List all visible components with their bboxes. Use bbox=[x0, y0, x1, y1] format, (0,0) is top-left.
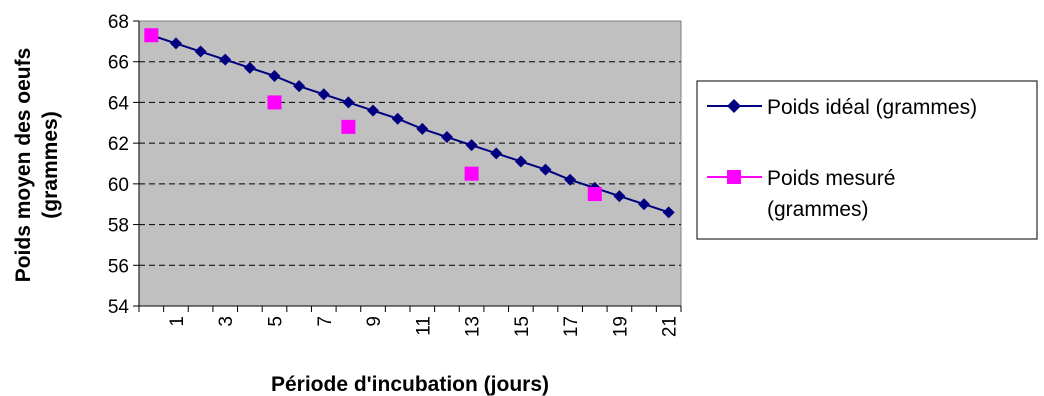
series-ideal-point-4 bbox=[243, 61, 256, 74]
series-ideal-point-9 bbox=[367, 104, 380, 117]
x-tick-label-21: 21 bbox=[660, 316, 681, 337]
x-tick-label-3: 3 bbox=[216, 316, 237, 327]
legend-label-ideal: Poids idéal (grammes) bbox=[767, 96, 977, 119]
series-ideal-point-20 bbox=[638, 198, 651, 211]
series-ideal-point-10 bbox=[391, 112, 404, 125]
axes bbox=[133, 20, 682, 312]
y-tick-label-58: 58 bbox=[108, 216, 129, 237]
y-tick-label-54: 54 bbox=[108, 297, 130, 318]
series-ideal-point-21 bbox=[662, 206, 675, 219]
series-ideal-point-1 bbox=[169, 37, 182, 50]
legend-box bbox=[696, 80, 1038, 240]
series-ideal-point-6 bbox=[293, 80, 306, 93]
series-ideal-point-8 bbox=[342, 96, 355, 109]
y-tick-label-64: 64 bbox=[108, 93, 130, 114]
y-tick-labels: 54 56 58 60 62 64 66 68 bbox=[108, 12, 130, 318]
series-ideal-point-7 bbox=[317, 88, 330, 101]
series-ideal-point-19 bbox=[613, 190, 626, 203]
x-tick-label-1: 1 bbox=[167, 316, 188, 327]
plot-area bbox=[138, 20, 682, 307]
series-mesure-point-5 bbox=[267, 95, 282, 110]
y-tick-label-68: 68 bbox=[108, 12, 129, 33]
y-axis-title-line1: Poids moyen des oeufs bbox=[12, 48, 35, 283]
legend: Poids idéal (grammes) Poids mesuré (gram… bbox=[696, 80, 1038, 240]
x-tick-label-17: 17 bbox=[561, 316, 582, 337]
series-ideal-point-15 bbox=[514, 155, 527, 168]
series-ideal-point-12 bbox=[440, 131, 453, 144]
y-tick-label-56: 56 bbox=[108, 256, 129, 277]
x-tick-label-7: 7 bbox=[315, 316, 336, 327]
x-tick-label-9: 9 bbox=[364, 316, 385, 327]
x-tick-label-5: 5 bbox=[266, 316, 287, 327]
y-axis-title-line2: (grammes) bbox=[39, 111, 62, 218]
series-mesure-point-18 bbox=[587, 187, 602, 202]
series-mesure-point-8 bbox=[341, 119, 356, 134]
series-ideal-line bbox=[151, 34, 669, 214]
y-tick-label-60: 60 bbox=[108, 175, 129, 196]
legend-label-mesure-line1: Poids mesuré bbox=[767, 167, 895, 190]
x-axis-title: Période d'incubation (jours) bbox=[271, 373, 549, 396]
x-tick-label-19: 19 bbox=[610, 316, 631, 337]
series-mesure-point-0 bbox=[144, 28, 159, 43]
series-ideal-point-16 bbox=[539, 163, 552, 176]
y-tick-label-66: 66 bbox=[108, 53, 129, 74]
legend-marker-mesure bbox=[727, 170, 741, 184]
legend-label-mesure-line2: (grammes) bbox=[767, 198, 869, 221]
x-tick-labels: 1 3 5 7 9 11 13 15 17 19 21 bbox=[167, 316, 681, 337]
series-ideal-point-3 bbox=[219, 53, 232, 66]
x-tick-label-13: 13 bbox=[463, 316, 484, 337]
y-tick-label-62: 62 bbox=[108, 134, 129, 155]
series-ideal-point-5 bbox=[268, 69, 281, 82]
series-ideal-point-14 bbox=[490, 147, 503, 160]
series-ideal-point-13 bbox=[465, 139, 478, 152]
x-tick-label-15: 15 bbox=[512, 316, 533, 337]
series-ideal-point-17 bbox=[564, 173, 577, 186]
series-mesure-point-13 bbox=[464, 166, 479, 181]
series-ideal-point-11 bbox=[416, 122, 429, 135]
x-tick-label-11: 11 bbox=[413, 316, 434, 336]
series-layer bbox=[144, 28, 675, 219]
legend-marker-ideal bbox=[727, 99, 741, 113]
series-ideal-point-2 bbox=[194, 45, 207, 58]
